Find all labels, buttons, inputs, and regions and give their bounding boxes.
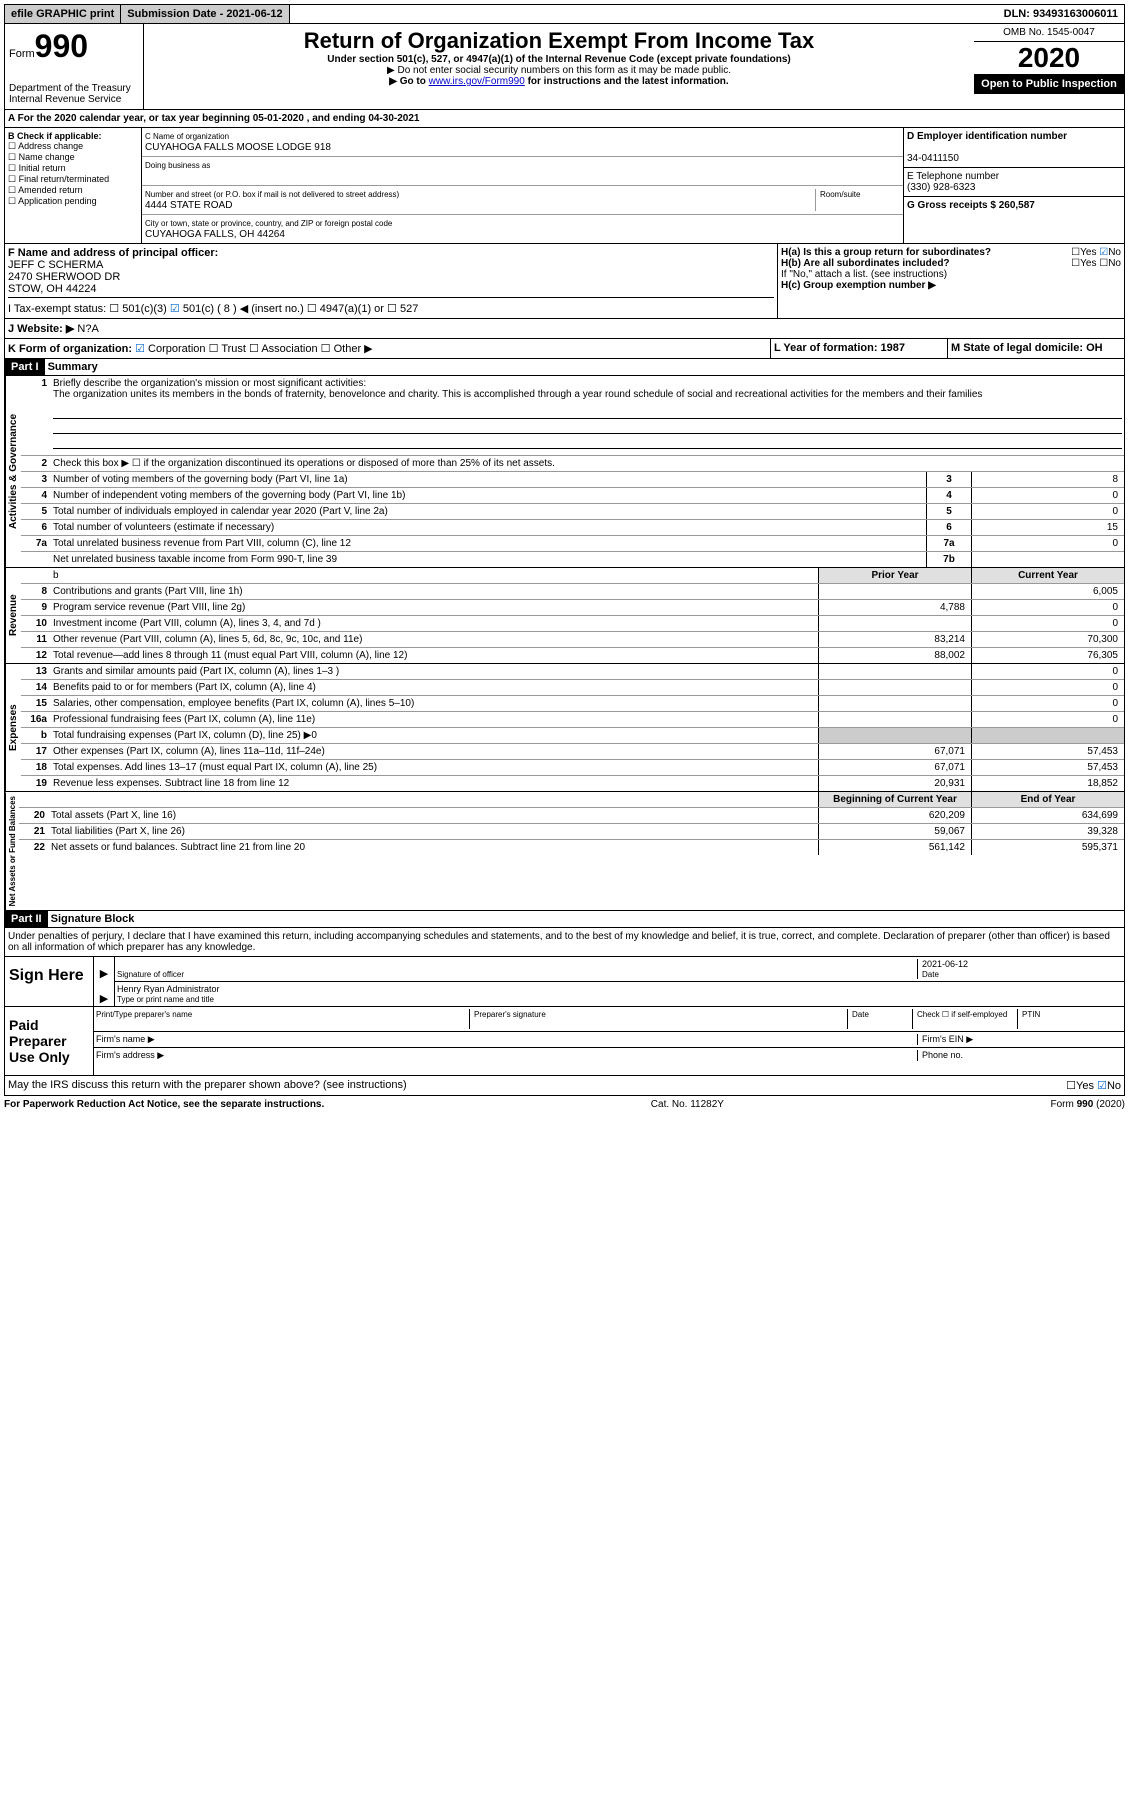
expenses-grid: Expenses 13Grants and similar amounts pa… (4, 664, 1125, 792)
form-word: Form (9, 48, 35, 60)
dln-label: DLN: 93493163006011 (998, 5, 1124, 23)
state-domicile: M State of legal domicile: OH (951, 342, 1103, 354)
submission-date-button[interactable]: Submission Date - 2021-06-12 (121, 5, 289, 23)
activities-label: Activities & Governance (5, 376, 21, 567)
signer-name: Henry Ryan Administrator (117, 984, 220, 994)
gross-receipts: G Gross receipts $ 260,587 (907, 200, 1035, 211)
netassets-grid: Net Assets or Fund Balances Beginning of… (4, 792, 1125, 911)
discuss-row: May the IRS discuss this return with the… (4, 1076, 1125, 1096)
officer-name: JEFF C SCHERMA (8, 259, 103, 271)
phone-value: (330) 928-6323 (907, 182, 975, 193)
tax-period: A For the 2020 calendar year, or tax yea… (4, 110, 1125, 128)
org-city: CUYAHOGA FALLS, OH 44264 (145, 229, 285, 240)
officer-h-block: F Name and address of principal officer:… (4, 244, 1125, 319)
mission-text: The organization unites its members in t… (53, 389, 982, 400)
revenue-grid: Revenue bPrior YearCurrent Year 8Contrib… (4, 568, 1125, 664)
form-subtitle: Under section 501(c), 527, or 4947(a)(1)… (148, 54, 970, 65)
sign-here-block: Sign Here ▶▶ Signature of officer2021-06… (4, 957, 1125, 1007)
org-address: 4444 STATE ROAD (145, 200, 232, 211)
irs-link[interactable]: www.irs.gov/Form990 (429, 76, 525, 87)
tax-year: 2020 (974, 42, 1124, 74)
entity-info: B Check if applicable: ☐ Address change … (4, 128, 1125, 244)
part1-header: Part I Summary (4, 359, 1125, 376)
dba-label: Doing business as (145, 161, 210, 170)
part2-header: Part II Signature Block (4, 911, 1125, 928)
note-ssn: ▶ Do not enter social security numbers o… (148, 65, 970, 76)
paid-preparer-block: Paid Preparer Use Only Print/Type prepar… (4, 1007, 1125, 1076)
year-formation: L Year of formation: 1987 (774, 342, 905, 354)
summary-grid: Activities & Governance 1Briefly describ… (4, 376, 1125, 568)
ein-value: 34-0411150 (907, 153, 959, 164)
col-b-checkboxes: B Check if applicable: ☐ Address change … (5, 128, 142, 243)
open-inspection: Open to Public Inspection (974, 74, 1124, 94)
omb-number: OMB No. 1545-0047 (974, 24, 1124, 42)
org-name: CUYAHOGA FALLS MOOSE LODGE 918 (145, 142, 331, 153)
form-number: 990 (35, 28, 88, 64)
klm-row: K Form of organization: ☑ Corporation ☐ … (4, 339, 1125, 359)
dept-label: Department of the Treasury (9, 83, 139, 94)
page-footer: For Paperwork Reduction Act Notice, see … (4, 1096, 1125, 1113)
form-header: Form990 Department of the Treasury Inter… (4, 24, 1125, 110)
irs-label: Internal Revenue Service (9, 94, 139, 105)
efile-print-button[interactable]: efile GRAPHIC print (5, 5, 121, 23)
topbar: efile GRAPHIC print Submission Date - 20… (4, 4, 1125, 24)
website-row: J Website: ▶ N?A (4, 319, 1125, 339)
perjury-declaration: Under penalties of perjury, I declare th… (4, 928, 1125, 957)
note-goto: ▶ Go to www.irs.gov/Form990 for instruct… (148, 76, 970, 87)
form-title: Return of Organization Exempt From Incom… (148, 28, 970, 54)
